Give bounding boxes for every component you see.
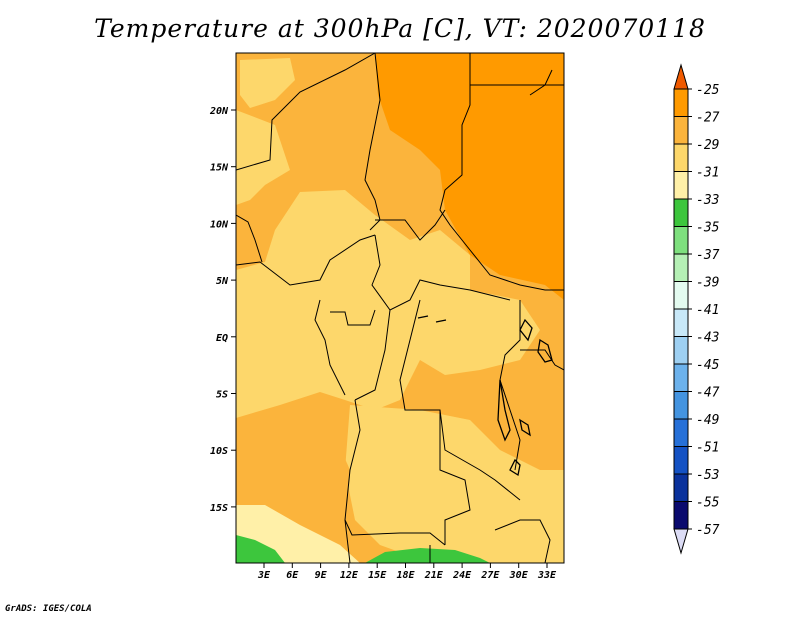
lat-label: 15S: [210, 503, 228, 514]
colorbar-label: -53: [696, 468, 719, 483]
lat-label: EQ: [216, 333, 228, 344]
colorbar-segment: [673, 226, 689, 255]
colorbar-bottom-arrow: [673, 528, 689, 555]
lon-label: 9E: [315, 570, 328, 581]
colorbar-label: -33: [696, 193, 719, 208]
field-band-31-33: [236, 190, 470, 418]
field-band-31-33: [236, 110, 290, 205]
colorbar-label: -43: [696, 331, 719, 346]
lat-label: 5N: [216, 276, 229, 287]
lat-label: 10N: [210, 219, 229, 230]
field-band-31-33: [345, 405, 564, 563]
colorbar-label: -31: [696, 166, 719, 181]
colorbar-label: -49: [696, 413, 719, 428]
temperature-field: [236, 53, 564, 563]
lon-label: 6E: [286, 570, 299, 581]
colorbar-label: -41: [696, 303, 719, 318]
colorbar-label: -27: [696, 111, 720, 126]
field-band-35-37: [365, 548, 490, 563]
colorbar-segment: [673, 418, 689, 447]
colorbar-label: -57: [696, 523, 720, 538]
grads-credit: GrADS: IGES/COLA: [5, 604, 92, 614]
colorbar-label: -29: [696, 138, 719, 153]
colorbar-label: -35: [696, 221, 720, 236]
lon-label: 15E: [368, 570, 387, 581]
map-frame: [235, 52, 565, 564]
lat-label: 20N: [209, 106, 229, 117]
colorbar-label: -47: [696, 386, 720, 401]
colorbar-segment: [673, 473, 689, 502]
field-band-29-31: [236, 415, 350, 520]
colorbar-segment: [673, 501, 689, 530]
lon-label: 24E: [452, 570, 472, 581]
colorbar-segment: [673, 336, 689, 365]
colorbar-label: -25: [696, 83, 720, 98]
colorbar-label: -55: [696, 496, 720, 511]
field-band-27-29: [375, 53, 564, 300]
colorbar-top-arrow: [673, 63, 689, 90]
field-band-35-37: [236, 535, 285, 563]
lon-label: 27E: [480, 570, 500, 581]
colorbar-label: -51: [696, 441, 719, 456]
colorbar-segment: [673, 446, 689, 475]
lat-label: 10S: [210, 446, 228, 457]
longitude-axis: 3E 6E 9E 12E 15E 18E 21E 24E 27E 30E 33E: [257, 563, 557, 581]
colorbar-segment: [673, 198, 689, 227]
lat-label: 15N: [210, 163, 229, 174]
colorbar-segment: [673, 143, 689, 172]
field-band-31-33: [240, 58, 295, 108]
lon-label: 18E: [396, 570, 415, 581]
lon-label: 30E: [509, 570, 529, 581]
colorbar-segment: [673, 88, 689, 117]
latitude-axis: 20N 15N 10N 5N EQ 5S 10S 15S: [209, 106, 236, 514]
colorbar-segment: [673, 391, 689, 420]
field-band-29-31: [520, 370, 564, 470]
lon-label: 3E: [257, 570, 271, 581]
map-title: Temperature at 300hPa [C], VT: 202007011…: [94, 14, 706, 43]
colorbar-segment: [673, 363, 689, 392]
lakes: [417, 315, 553, 477]
colorbar-segment: [673, 308, 689, 337]
colorbar-segment: [673, 171, 689, 200]
colorbar-label: -45: [696, 358, 720, 373]
country-borders: [236, 53, 564, 563]
colorbar-label: -37: [696, 248, 720, 263]
lon-label: 21E: [424, 570, 444, 581]
lat-label: 5S: [216, 390, 228, 401]
colorbar-segment: [673, 281, 689, 310]
colorbar: -25 -27 -29 -31 -33 -35 -37 -39 -41 -43 -45 -47 -49 -…: [673, 63, 720, 555]
colorbar-segment: [673, 116, 689, 145]
lon-label: 12E: [340, 570, 359, 581]
lon-label: 33E: [537, 570, 557, 581]
colorbar-segment: [673, 253, 689, 282]
colorbar-label: -39: [696, 276, 719, 291]
